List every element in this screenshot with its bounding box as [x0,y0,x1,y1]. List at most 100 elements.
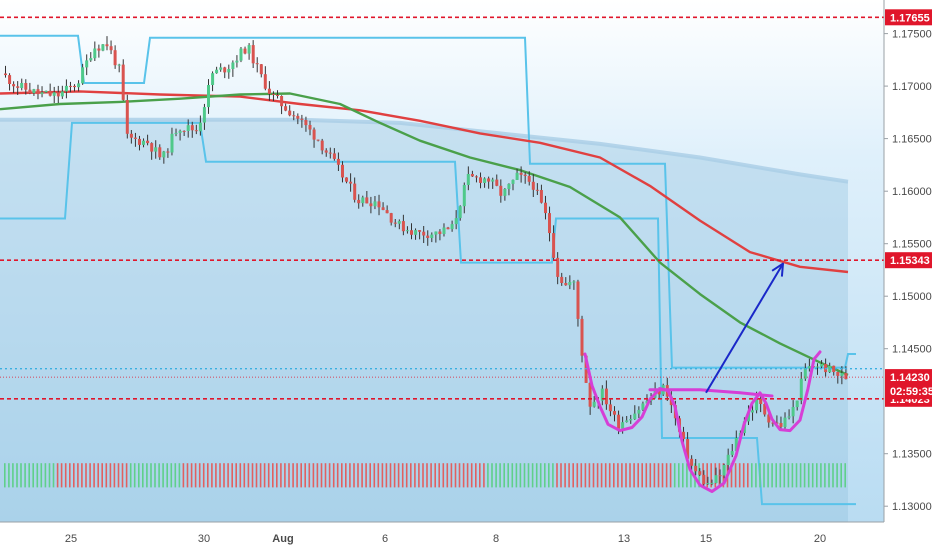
candle[interactable] [133,132,137,147]
candle[interactable] [389,212,393,226]
candle[interactable] [572,280,576,290]
candle[interactable] [807,358,811,372]
candle[interactable] [515,168,519,180]
candle[interactable] [207,79,210,114]
candle[interactable] [20,78,24,91]
candle[interactable] [625,416,629,423]
candle[interactable] [259,64,263,78]
candle[interactable] [341,161,344,183]
candle[interactable] [564,277,568,286]
candle[interactable] [272,91,275,102]
candle[interactable] [381,202,385,211]
candle[interactable] [832,365,836,376]
candle[interactable] [198,115,202,136]
candle[interactable] [48,83,52,97]
candle[interactable] [121,59,125,101]
candle[interactable] [231,60,235,77]
candle[interactable] [332,148,336,161]
candle[interactable] [324,148,328,157]
candle[interactable] [556,252,560,285]
candle[interactable] [552,225,556,260]
candle[interactable] [146,134,150,146]
candle[interactable] [32,88,36,96]
candle[interactable] [60,85,64,99]
candle[interactable] [117,63,121,73]
candle[interactable] [105,36,109,51]
candle[interactable] [178,129,182,141]
candle[interactable] [759,396,763,413]
candle[interactable] [706,476,710,485]
candle[interactable] [223,66,227,79]
candle[interactable] [487,176,491,189]
candle[interactable] [243,46,247,55]
candle[interactable] [101,44,105,52]
candle[interactable] [292,111,296,121]
candle[interactable] [263,66,267,91]
candle[interactable] [56,85,60,103]
candle[interactable] [365,191,369,204]
candle[interactable] [442,223,446,237]
candle[interactable] [479,172,482,189]
candle[interactable] [93,41,97,62]
candle[interactable] [779,416,783,430]
candle[interactable] [507,183,511,196]
candle[interactable] [458,205,462,221]
candle[interactable] [816,363,819,375]
candle[interactable] [12,81,16,94]
candle[interactable] [251,40,255,68]
candle[interactable] [405,226,409,234]
candle[interactable] [803,363,807,381]
candle[interactable] [328,147,332,159]
candle[interactable] [345,177,348,184]
candle[interactable] [170,127,174,156]
candle[interactable] [129,130,133,144]
candle[interactable] [89,52,93,62]
candle[interactable] [410,223,413,240]
candle[interactable] [247,43,251,60]
candle[interactable] [24,79,28,95]
candle[interactable] [491,177,495,189]
candle[interactable] [694,459,698,476]
candle[interactable] [633,405,637,420]
candle[interactable] [698,468,702,476]
candle[interactable] [475,175,478,183]
candle[interactable] [836,371,840,384]
candle[interactable] [576,279,580,327]
candle[interactable] [235,55,239,68]
candle[interactable] [702,470,706,486]
candle[interactable] [767,412,771,428]
time-axis-panel[interactable] [0,522,932,550]
candle[interactable] [154,140,158,159]
candle[interactable] [369,196,373,214]
candle[interactable] [162,150,166,164]
candle[interactable] [539,184,543,204]
candle[interactable] [52,86,56,103]
candle[interactable] [44,90,48,93]
candle[interactable] [629,414,633,424]
candle[interactable] [316,139,320,142]
candle[interactable] [255,57,259,73]
candle[interactable] [182,130,186,136]
candle[interactable] [361,195,365,207]
candle[interactable] [438,229,442,241]
candle[interactable] [795,400,799,411]
candle[interactable] [600,385,604,406]
candle[interactable] [377,194,381,216]
candle[interactable] [483,177,487,188]
candle[interactable] [296,113,300,125]
candle[interactable] [284,103,288,112]
candle[interactable] [81,63,85,85]
candle[interactable] [828,362,832,373]
candle[interactable] [430,232,434,243]
candle[interactable] [125,94,129,139]
candle[interactable] [227,64,231,79]
candle[interactable] [519,166,523,183]
candle[interactable] [714,467,718,484]
candle[interactable] [718,469,722,484]
candle[interactable] [503,188,507,201]
candle[interactable] [85,54,89,76]
candle[interactable] [535,183,539,195]
candle[interactable] [158,144,162,160]
candle[interactable] [69,81,72,93]
